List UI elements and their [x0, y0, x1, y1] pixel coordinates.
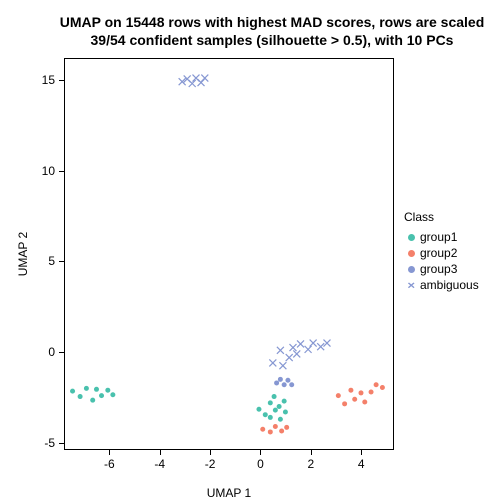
- legend-item: group1: [404, 228, 479, 244]
- y-tick-label: 10: [31, 164, 55, 178]
- chart-title: UMAP on 15448 rows with highest MAD scor…: [50, 14, 494, 49]
- y-tick-label: 15: [31, 73, 55, 87]
- legend-item: group3: [404, 260, 479, 276]
- y-tick-mark: [59, 443, 64, 444]
- dot-marker-icon: [404, 261, 418, 277]
- x-tick-label: 0: [257, 457, 264, 471]
- x-marker-icon: ×: [404, 277, 418, 293]
- y-tick-label: 0: [31, 345, 55, 359]
- legend-title: Class: [404, 210, 479, 224]
- x-tick-mark: [260, 450, 261, 455]
- y-tick-mark: [59, 352, 64, 353]
- y-tick-label: -5: [31, 436, 55, 450]
- legend-label: group1: [420, 230, 457, 244]
- x-tick-mark: [311, 450, 312, 455]
- legend-item: group2: [404, 244, 479, 260]
- x-tick-label: -4: [154, 457, 165, 471]
- legend-items: group1 group2 group3×ambiguous: [404, 228, 479, 292]
- x-tick-mark: [160, 450, 161, 455]
- x-tick-mark: [109, 450, 110, 455]
- x-tick-mark: [210, 450, 211, 455]
- y-tick-mark: [59, 261, 64, 262]
- legend-label: group3: [420, 262, 457, 276]
- y-axis-label: UMAP 2: [16, 58, 30, 450]
- legend-item: ×ambiguous: [404, 276, 479, 292]
- x-axis-label: UMAP 1: [64, 486, 394, 500]
- legend: Class group1 group2 group3×ambiguous: [404, 210, 479, 292]
- chart-title-line1: UMAP on 15448 rows with highest MAD scor…: [50, 14, 494, 32]
- dot-marker-icon: [404, 229, 418, 245]
- legend-label: group2: [420, 246, 457, 260]
- legend-label: ambiguous: [420, 278, 479, 292]
- y-tick-label: 5: [31, 254, 55, 268]
- y-tick-mark: [59, 80, 64, 81]
- y-tick-mark: [59, 171, 64, 172]
- x-tick-label: -6: [104, 457, 115, 471]
- x-tick-mark: [361, 450, 362, 455]
- dot-marker-icon: [404, 245, 418, 261]
- umap-figure: UMAP on 15448 rows with highest MAD scor…: [0, 0, 504, 504]
- x-tick-label: -2: [205, 457, 216, 471]
- scatter-points: [65, 59, 395, 451]
- plot-area: [64, 58, 394, 450]
- chart-title-line2: 39/54 confident samples (silhouette > 0.…: [50, 32, 494, 50]
- x-tick-label: 4: [358, 457, 365, 471]
- x-tick-label: 2: [308, 457, 315, 471]
